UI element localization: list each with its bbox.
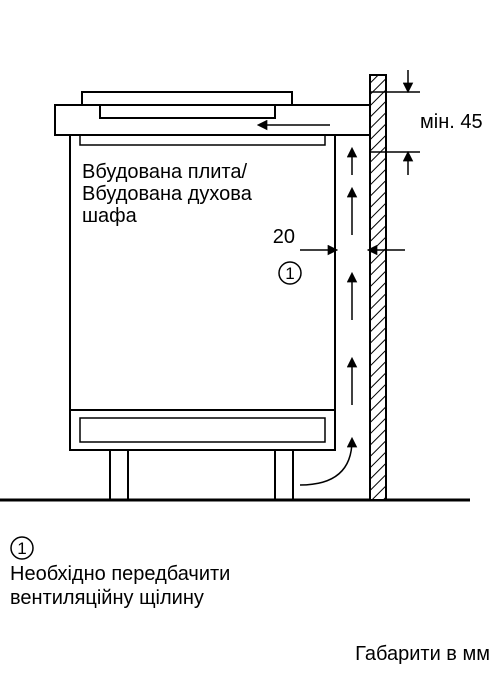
wall: [370, 75, 386, 500]
airflow-arrows: [260, 125, 352, 485]
footnote-line2: вентиляційну щілину: [10, 587, 204, 609]
units-caption: Габарити в мм: [355, 643, 490, 665]
countertop: [55, 105, 370, 135]
footnote-line1: Необхідно передбачити: [10, 563, 230, 585]
appliance-label-1: Вбудована плита/: [82, 161, 247, 183]
appliance-label-3: шафа: [82, 205, 138, 227]
installation-diagram: Вбудована плита/ Вбудована духова шафа 2…: [0, 0, 500, 700]
appliance-label-2: Вбудована духова: [82, 183, 253, 205]
cooktop: [82, 92, 292, 118]
callout-1: 1: [279, 262, 301, 284]
gap-value: 20: [273, 226, 295, 248]
svg-text:1: 1: [17, 539, 26, 558]
footnote: 1 Необхідно передбачити вентиляційну щіл…: [10, 537, 230, 609]
svg-text:1: 1: [285, 264, 294, 283]
clearance-label: мін. 45: [420, 111, 483, 133]
